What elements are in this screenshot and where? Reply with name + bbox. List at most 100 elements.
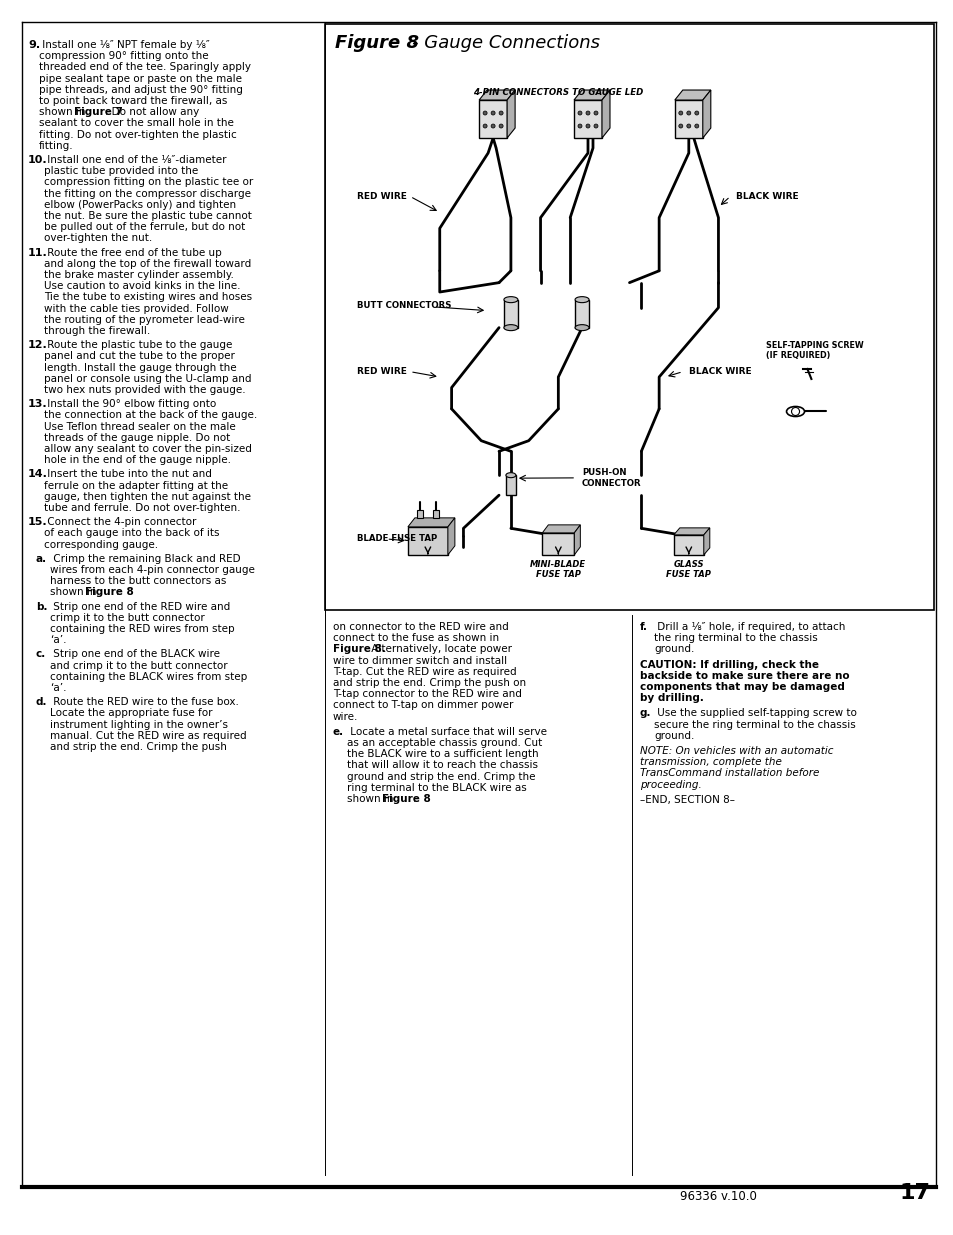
- Text: 11.: 11.: [28, 247, 48, 258]
- Bar: [433, 510, 438, 517]
- Polygon shape: [541, 525, 579, 532]
- Text: on connector to the RED wire and: on connector to the RED wire and: [333, 622, 508, 632]
- Text: Route the free end of the tube up: Route the free end of the tube up: [44, 247, 221, 258]
- Bar: [478, 100, 507, 138]
- Text: with the cable ties provided. Follow: with the cable ties provided. Follow: [44, 304, 229, 314]
- Polygon shape: [478, 90, 515, 100]
- Bar: [541, 532, 574, 555]
- Text: T-tap connector to the RED wire and: T-tap connector to the RED wire and: [333, 689, 521, 699]
- Text: NOTE: On vehicles with an automatic: NOTE: On vehicles with an automatic: [639, 746, 833, 756]
- Text: as an acceptable chassis ground. Cut: as an acceptable chassis ground. Cut: [347, 739, 541, 748]
- Text: two hex nuts provided with the gauge.: two hex nuts provided with the gauge.: [44, 385, 245, 395]
- Bar: [505, 475, 516, 495]
- Text: the ring terminal to the chassis: the ring terminal to the chassis: [654, 634, 817, 643]
- Text: Route the plastic tube to the gauge: Route the plastic tube to the gauge: [44, 340, 232, 351]
- Polygon shape: [702, 90, 710, 138]
- Text: of each gauge into the back of its: of each gauge into the back of its: [44, 529, 219, 538]
- Circle shape: [578, 111, 581, 115]
- Circle shape: [498, 124, 502, 128]
- Text: tube and ferrule. Do not over-tighten.: tube and ferrule. Do not over-tighten.: [44, 503, 240, 513]
- Text: 9.: 9.: [28, 40, 40, 49]
- Ellipse shape: [575, 325, 588, 331]
- Text: Use caution to avoid kinks in the line.: Use caution to avoid kinks in the line.: [44, 282, 240, 291]
- Text: pipe sealant tape or paste on the male: pipe sealant tape or paste on the male: [39, 74, 242, 84]
- Text: ground.: ground.: [654, 645, 694, 655]
- Text: Figure 7: Figure 7: [74, 107, 123, 117]
- Text: 15.: 15.: [28, 517, 48, 527]
- Polygon shape: [574, 90, 609, 100]
- Text: gauge, then tighten the nut against the: gauge, then tighten the nut against the: [44, 492, 251, 501]
- Text: components that may be damaged: components that may be damaged: [639, 682, 844, 692]
- Polygon shape: [601, 90, 609, 138]
- Text: pipe threads, and adjust the 90° fitting: pipe threads, and adjust the 90° fitting: [39, 85, 243, 95]
- Bar: [325, 23, 933, 610]
- Text: over-tighten the nut.: over-tighten the nut.: [44, 233, 152, 243]
- Text: - Gauge Connections: - Gauge Connections: [412, 35, 599, 52]
- Text: Figure 8: Figure 8: [335, 35, 418, 52]
- Circle shape: [578, 124, 581, 128]
- Text: 10.: 10.: [28, 156, 48, 165]
- Bar: [673, 535, 703, 555]
- Text: . Do not allow any: . Do not allow any: [105, 107, 199, 117]
- Text: Locate a metal surface that will serve: Locate a metal surface that will serve: [347, 727, 546, 737]
- Text: panel and cut the tube to the proper: panel and cut the tube to the proper: [44, 352, 234, 362]
- Circle shape: [686, 124, 690, 128]
- Ellipse shape: [503, 296, 517, 303]
- Text: compression fitting on the plastic tee or: compression fitting on the plastic tee o…: [44, 178, 253, 188]
- Text: b.: b.: [36, 601, 48, 611]
- Text: the brake master cylinder assembly.: the brake master cylinder assembly.: [44, 270, 233, 280]
- Text: –END, SECTION 8–: –END, SECTION 8–: [639, 795, 734, 805]
- Text: Drill a ⅛″ hole, if required, to attach: Drill a ⅛″ hole, if required, to attach: [654, 622, 844, 632]
- Text: allow any sealant to cover the pin-sized: allow any sealant to cover the pin-sized: [44, 445, 252, 454]
- Text: crimp it to the butt connector: crimp it to the butt connector: [50, 613, 205, 622]
- Text: Crimp the remaining Black and RED: Crimp the remaining Black and RED: [50, 553, 240, 564]
- Text: manual. Cut the RED wire as required: manual. Cut the RED wire as required: [50, 731, 247, 741]
- Text: 13.: 13.: [28, 399, 48, 409]
- Polygon shape: [408, 517, 455, 527]
- Text: Use the supplied self-tapping screw to: Use the supplied self-tapping screw to: [654, 709, 856, 719]
- Text: sealant to cover the small hole in the: sealant to cover the small hole in the: [39, 119, 233, 128]
- Text: the connection at the back of the gauge.: the connection at the back of the gauge.: [44, 410, 257, 420]
- Text: elbow (PowerPacks only) and tighten: elbow (PowerPacks only) and tighten: [44, 200, 235, 210]
- Text: .: .: [116, 588, 119, 598]
- Text: threads of the gauge nipple. Do not: threads of the gauge nipple. Do not: [44, 432, 230, 443]
- Circle shape: [498, 111, 502, 115]
- Text: GLASS
FUSE TAP: GLASS FUSE TAP: [665, 559, 711, 579]
- Text: transmission, complete the: transmission, complete the: [639, 757, 781, 767]
- Text: fitting. Do not over-tighten the plastic: fitting. Do not over-tighten the plastic: [39, 130, 236, 140]
- Text: by drilling.: by drilling.: [639, 693, 703, 703]
- Text: Connect the 4-pin connector: Connect the 4-pin connector: [44, 517, 196, 527]
- Text: containing the BLACK wires from step: containing the BLACK wires from step: [50, 672, 247, 682]
- Circle shape: [594, 111, 598, 115]
- Text: and strip the end. Crimp the push on: and strip the end. Crimp the push on: [333, 678, 525, 688]
- Text: Insert the tube into the nut and: Insert the tube into the nut and: [44, 469, 212, 479]
- Polygon shape: [673, 527, 709, 535]
- Text: connect to the fuse as shown in: connect to the fuse as shown in: [333, 634, 498, 643]
- Circle shape: [585, 111, 589, 115]
- Bar: [674, 100, 702, 138]
- Circle shape: [686, 111, 690, 115]
- Text: shown in: shown in: [347, 794, 396, 804]
- Text: Use Teflon thread sealer on the male: Use Teflon thread sealer on the male: [44, 421, 235, 431]
- Text: Strip one end of the BLACK wire: Strip one end of the BLACK wire: [50, 650, 220, 659]
- Text: Install one end of the ⅛″-diameter: Install one end of the ⅛″-diameter: [44, 156, 226, 165]
- Text: ground and strip the end. Crimp the: ground and strip the end. Crimp the: [347, 772, 535, 782]
- Text: CAUTION: If drilling, check the: CAUTION: If drilling, check the: [639, 659, 818, 669]
- Ellipse shape: [503, 325, 517, 331]
- Text: e.: e.: [333, 727, 344, 737]
- Text: shown in: shown in: [50, 588, 100, 598]
- Text: and along the top of the firewall toward: and along the top of the firewall toward: [44, 259, 251, 269]
- Text: and strip the end. Crimp the push: and strip the end. Crimp the push: [50, 742, 227, 752]
- Bar: [503, 300, 517, 327]
- Text: through the firewall.: through the firewall.: [44, 326, 150, 336]
- Text: d.: d.: [36, 698, 48, 708]
- Text: c.: c.: [36, 650, 46, 659]
- Text: plastic tube provided into the: plastic tube provided into the: [44, 167, 198, 177]
- Text: wires from each 4-pin connector gauge: wires from each 4-pin connector gauge: [50, 564, 254, 576]
- Text: connect to T-tap on dimmer power: connect to T-tap on dimmer power: [333, 700, 513, 710]
- Text: PUSH-ON
CONNECTOR: PUSH-ON CONNECTOR: [581, 468, 641, 488]
- Text: instrument lighting in the owner’s: instrument lighting in the owner’s: [50, 720, 228, 730]
- Text: backside to make sure there are no: backside to make sure there are no: [639, 671, 849, 680]
- Text: ferrule on the adapter fitting at the: ferrule on the adapter fitting at the: [44, 480, 228, 490]
- Text: 12.: 12.: [28, 340, 48, 351]
